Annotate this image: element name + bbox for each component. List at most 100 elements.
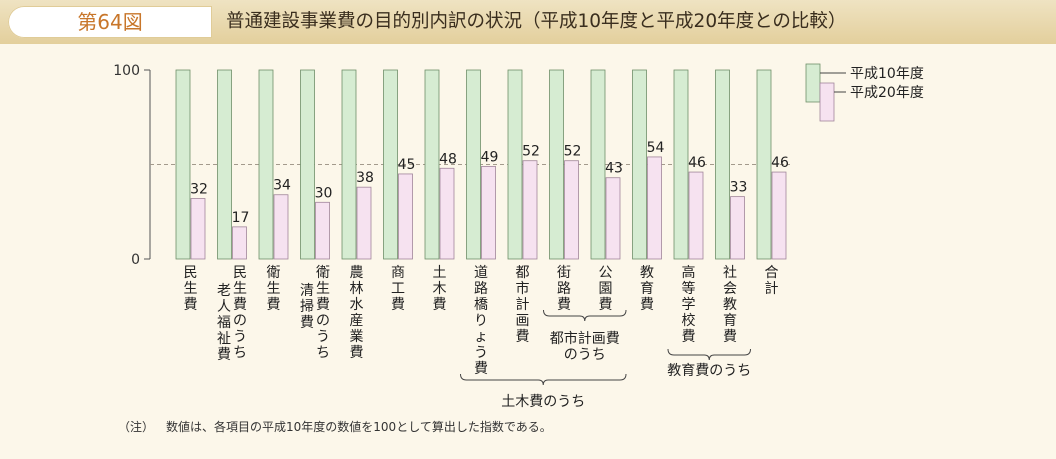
- bar-h20-12: [688, 171, 704, 260]
- data-label-14: 46: [771, 155, 789, 171]
- category-label-7-0-3: り: [474, 313, 488, 329]
- bar-h10-14: [756, 69, 772, 260]
- group-label-1: 土木費のうち: [501, 394, 585, 410]
- category-label-1-0-5: ち: [233, 345, 247, 361]
- category-label-2-0-0: 衛: [267, 265, 281, 281]
- bar-h10-2: [258, 69, 274, 260]
- category-label-5-0-1: 工: [391, 281, 405, 297]
- bar-h10-3: [300, 69, 315, 260]
- bar-h20-0: [190, 198, 206, 260]
- data-label-6: 48: [439, 151, 457, 167]
- bar-h10-5: [383, 69, 398, 260]
- data-label-2: 34: [273, 178, 291, 194]
- group-label-2: 教育費のうち: [667, 363, 751, 379]
- category-label-13-0-3: 育: [723, 313, 737, 329]
- category-label-3-0-1: 生: [316, 281, 330, 297]
- category-label-1-1-0: 老: [217, 283, 231, 299]
- category-label-7-0-4: ょ: [474, 329, 488, 345]
- category-label-14-0-0: 合: [765, 265, 779, 281]
- category-label-12-0-2: 学: [682, 297, 696, 313]
- category-label-7-0-0: 道: [474, 265, 488, 281]
- legend-swatch-h10: [805, 63, 821, 103]
- category-label-7-0-2: 橋: [474, 297, 488, 313]
- category-label-3-1-0: 清: [300, 283, 314, 299]
- category-label-9-0-1: 路: [557, 281, 571, 297]
- category-label-1-1-1: 人: [217, 299, 231, 315]
- category-label-11-0-0: 教: [640, 265, 654, 281]
- category-label-11-0-1: 育: [640, 281, 654, 297]
- category-label-3-1-1: 掃: [300, 298, 314, 315]
- category-label-1-0-3: の: [233, 313, 247, 329]
- category-label-9-0-2: 費: [557, 297, 571, 313]
- category-label-13-0-1: 会: [723, 281, 737, 297]
- bar-h20-9: [564, 160, 579, 260]
- category-label-8-0-4: 費: [516, 329, 530, 345]
- category-label-1-0-0: 民: [233, 265, 247, 281]
- category-label-8-0-2: 計: [516, 297, 530, 313]
- data-label-12: 46: [688, 155, 706, 171]
- category-label-13-0-4: 費: [723, 329, 737, 345]
- category-label-2-0-1: 生: [267, 281, 281, 297]
- category-label-3-0-3: の: [316, 313, 330, 329]
- data-label-7: 49: [481, 149, 499, 165]
- footnote-label: （注）: [118, 420, 155, 434]
- category-label-6-0-2: 費: [433, 297, 447, 313]
- bar-h20-10: [605, 177, 621, 260]
- bar-h20-8: [522, 160, 538, 260]
- bar-h20-6: [439, 167, 455, 260]
- category-label-13-0-2: 教: [723, 297, 737, 313]
- legend-swatch-h20: [819, 82, 835, 122]
- bar-h20-5: [398, 173, 413, 260]
- category-label-10-0-1: 園: [599, 281, 613, 297]
- category-label-13-0-0: 社: [723, 265, 737, 281]
- category-label-4-0-0: 農: [350, 265, 364, 281]
- bar-h10-9: [549, 69, 564, 260]
- category-label-5-0-2: 費: [391, 297, 405, 313]
- bar-h20-3: [315, 201, 330, 260]
- bar-h10-13: [715, 69, 730, 260]
- category-label-1-0-1: 生: [233, 281, 247, 297]
- header-bar: 第64図 普通建設事業費の目的別内訳の状況（平成10年度と平成20年度との比較）: [0, 0, 1056, 44]
- category-label-1-1-3: 祉: [217, 331, 231, 347]
- category-label-1-0-2: 費: [233, 297, 247, 313]
- category-label-1-1-2: 福: [217, 315, 231, 331]
- category-label-6-0-1: 木: [433, 281, 447, 297]
- data-label-11: 54: [647, 140, 665, 156]
- category-label-4-0-2: 水: [350, 297, 364, 313]
- bar-h20-13: [730, 196, 745, 260]
- chart-title: 普通建設事業費の目的別内訳の状況（平成10年度と平成20年度との比較）: [226, 11, 847, 32]
- y-tick-label-0: 0: [131, 252, 140, 268]
- bar-h10-4: [341, 69, 357, 260]
- bar-h20-14: [771, 171, 787, 260]
- data-label-4: 38: [356, 170, 374, 186]
- figure-number-badge: 第64図: [8, 6, 212, 38]
- group-brace-1: [460, 373, 627, 386]
- bar-h10-6: [424, 69, 440, 260]
- category-label-3-0-2: 費: [316, 297, 330, 313]
- category-label-0-0-2: 費: [184, 297, 198, 313]
- category-label-10-0-2: 費: [599, 297, 613, 313]
- category-label-12-0-0: 高: [682, 264, 696, 281]
- category-label-11-0-2: 費: [640, 297, 654, 313]
- bar-h20-2: [273, 194, 289, 260]
- bar-h20-1: [232, 226, 247, 260]
- category-label-4-0-3: 産: [350, 313, 364, 329]
- category-label-12-0-4: 費: [682, 329, 696, 345]
- category-label-9-0-0: 街: [557, 265, 571, 281]
- category-label-0-0-0: 民: [184, 265, 198, 281]
- group-label-0: 都市計画費のうち: [550, 330, 620, 363]
- category-label-1-1-4: 費: [217, 347, 231, 363]
- data-label-3: 30: [315, 185, 333, 201]
- group-brace-2: [667, 348, 751, 361]
- category-label-0-0-1: 生: [184, 281, 198, 297]
- category-label-6-0-0: 土: [433, 265, 447, 281]
- data-label-0: 32: [190, 182, 208, 198]
- category-label-12-0-3: 校: [682, 312, 696, 329]
- category-label-7-0-5: う: [474, 345, 488, 361]
- category-label-4-0-1: 林: [350, 281, 364, 297]
- bar-h20-7: [481, 165, 496, 260]
- category-label-3-1-2: 費: [300, 315, 314, 331]
- category-label-1-0-4: う: [233, 329, 247, 345]
- bar-h10-10: [590, 69, 606, 260]
